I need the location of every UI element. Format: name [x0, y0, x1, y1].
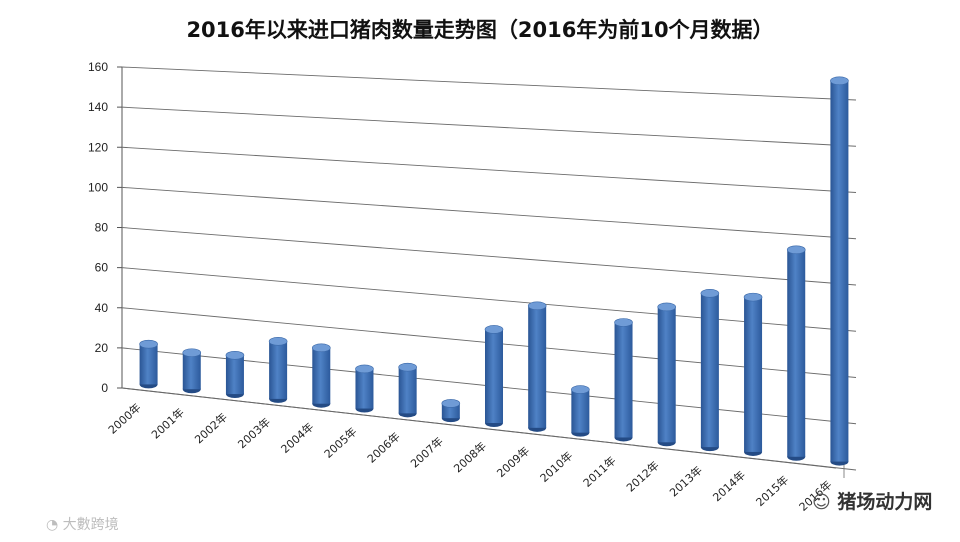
gridline [121, 227, 857, 286]
y-tick-label: 160 [88, 60, 108, 74]
gridline [121, 106, 857, 147]
y-tick-label: 0 [101, 381, 108, 395]
watermark-right: ☺ 猪场动力网 [812, 487, 932, 514]
y-tick-label: 140 [88, 100, 108, 114]
y-tick-label: 20 [95, 341, 109, 355]
gridline [121, 267, 857, 332]
x-tick-label: 2001年 [148, 405, 186, 442]
x-tick-label: 2006年 [364, 429, 402, 466]
watermark-right-text: 猪场动力网 [837, 491, 933, 513]
bar [311, 343, 331, 408]
bar [657, 302, 677, 447]
x-tick-label: 2008年 [451, 439, 489, 476]
x-tick-label: 2009年 [494, 444, 532, 481]
bars [139, 76, 849, 466]
x-tick-label: 2002年 [192, 410, 230, 447]
x-tick-label: 2003年 [235, 415, 273, 452]
bar [225, 350, 245, 399]
x-tick-label: 2007年 [407, 434, 445, 471]
x-tick-label: 2004年 [278, 420, 316, 457]
bar [743, 292, 763, 456]
x-tick-label: 2012年 [623, 458, 661, 495]
x-tick-label: 2010年 [537, 448, 575, 485]
watermark-left-text: 大數跨境 [62, 517, 119, 533]
x-tick-label: 2005年 [321, 424, 359, 461]
weibo-icon: ◔ [46, 517, 59, 533]
gridline [121, 146, 857, 193]
bar [355, 364, 374, 413]
gridline [121, 387, 857, 471]
watermark-left: ◔ 大數跨境 [46, 514, 119, 534]
bar [139, 339, 158, 389]
bar [700, 288, 720, 452]
x-tick-label: 2015年 [753, 473, 791, 510]
x-tick-label: 2011年 [580, 453, 618, 490]
y-tick-label: 80 [95, 221, 109, 235]
bar [484, 325, 504, 427]
x-tick-label: 2000年 [105, 400, 143, 437]
x-tick-label: 2014年 [710, 468, 748, 505]
bar [398, 362, 417, 418]
gridline [121, 66, 857, 101]
bar [182, 348, 202, 394]
bar [268, 337, 288, 403]
y-tick-label: 40 [95, 301, 109, 315]
axis-layer [121, 67, 845, 478]
x-tick-labels: 2000年 2001年 2002年 2003年 2004年 2005年 2006年 2007年… [105, 400, 834, 514]
bar [786, 245, 806, 461]
wechat-icon: ☺ [812, 492, 831, 513]
chart-title: 2016年以来进口猪肉数量走势图（2016年为前10个月数据） [186, 18, 774, 42]
y-tick-label: 120 [88, 140, 108, 154]
bar [571, 385, 590, 437]
y-tick-labels: 0 20 40 60 80 100 120 140 160 [88, 60, 122, 395]
bar [441, 399, 461, 423]
y-tick-label: 100 [88, 180, 108, 194]
y-tick-label: 60 [95, 261, 109, 275]
bar [614, 318, 633, 442]
bar [527, 301, 547, 432]
x-tick-label: 2013年 [667, 463, 705, 500]
gridline [121, 186, 857, 240]
bar [830, 76, 849, 466]
